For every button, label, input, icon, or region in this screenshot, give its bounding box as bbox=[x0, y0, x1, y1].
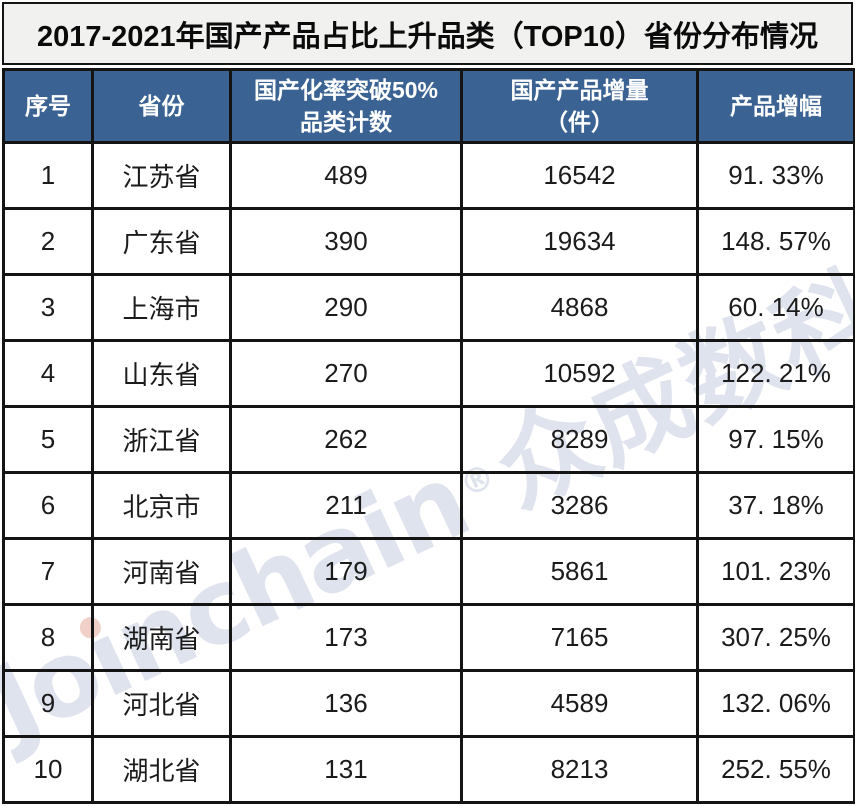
category-count-cell: 211 bbox=[229, 471, 463, 540]
header-line: （件） bbox=[545, 109, 614, 135]
table-header: 序号 省份 国产化率突破50% 品类计数 国产产品增量 （件） 产品增幅 bbox=[2, 68, 855, 144]
category-count-cell: 136 bbox=[229, 669, 463, 738]
table-row: 5 浙江省 262 8289 97. 15% bbox=[2, 405, 855, 474]
category-count-cell: 262 bbox=[229, 405, 463, 474]
province-cell: 江苏省 bbox=[91, 141, 232, 210]
increment-cell: 7165 bbox=[460, 603, 699, 672]
growth-cell: 37. 18% bbox=[696, 471, 855, 540]
table-row: 2 广东省 390 19634 148. 57% bbox=[2, 207, 855, 276]
col-header-province: 省份 bbox=[91, 68, 232, 144]
growth-cell: 91. 33% bbox=[696, 141, 855, 210]
increment-cell: 4868 bbox=[460, 273, 699, 342]
province-cell: 广东省 bbox=[91, 207, 232, 276]
category-count-cell: 173 bbox=[229, 603, 463, 672]
header-line: 国产产品增量 bbox=[510, 76, 649, 103]
growth-cell: 122. 21% bbox=[696, 339, 855, 408]
table-row: 8 湖南省 173 7165 307. 25% bbox=[2, 603, 855, 672]
increment-cell: 3286 bbox=[460, 471, 699, 540]
rank-cell: 10 bbox=[2, 735, 94, 804]
page-title: 2017-2021年国产产品占比上升品类（TOP10）省份分布情况 bbox=[2, 2, 853, 65]
category-count-cell: 390 bbox=[229, 207, 463, 276]
rank-cell: 6 bbox=[2, 471, 94, 540]
province-cell: 湖北省 bbox=[91, 735, 232, 804]
table-row: 4 山东省 270 10592 122. 21% bbox=[2, 339, 855, 408]
col-header-growth: 产品增幅 bbox=[696, 68, 855, 144]
col-header-category-count: 国产化率突破50% 品类计数 bbox=[229, 68, 463, 144]
header-line: 国产化率突破50% bbox=[253, 76, 439, 103]
province-cell: 河南省 bbox=[91, 537, 232, 606]
category-count-cell: 131 bbox=[229, 735, 463, 804]
table-row: 7 河南省 179 5861 101. 23% bbox=[2, 537, 855, 606]
increment-cell: 8289 bbox=[460, 405, 699, 474]
rank-cell: 2 bbox=[2, 207, 94, 276]
province-cell: 上海市 bbox=[91, 273, 232, 342]
rank-cell: 4 bbox=[2, 339, 94, 408]
table-body: 1 江苏省 489 16542 91. 33% 2 广东省 390 19634 148. 57% 3… bbox=[2, 141, 855, 804]
increment-cell: 4589 bbox=[460, 669, 699, 738]
growth-cell: 148. 57% bbox=[696, 207, 855, 276]
table-row: 1 江苏省 489 16542 91. 33% bbox=[2, 141, 855, 210]
header-row: 序号 省份 国产化率突破50% 品类计数 国产产品增量 （件） 产品增幅 bbox=[2, 68, 855, 144]
growth-cell: 60. 14% bbox=[696, 273, 855, 342]
category-count-cell: 179 bbox=[229, 537, 463, 606]
table-row: 3 上海市 290 4868 60. 14% bbox=[2, 273, 855, 342]
rank-cell: 5 bbox=[2, 405, 94, 474]
province-cell: 河北省 bbox=[91, 669, 232, 738]
province-cell: 湖南省 bbox=[91, 603, 232, 672]
growth-cell: 97. 15% bbox=[696, 405, 855, 474]
rank-cell: 9 bbox=[2, 669, 94, 738]
table-row: 9 河北省 136 4589 132. 06% bbox=[2, 669, 855, 738]
table-row: 6 北京市 211 3286 37. 18% bbox=[2, 471, 855, 540]
province-cell: 浙江省 bbox=[91, 405, 232, 474]
increment-cell: 5861 bbox=[460, 537, 699, 606]
header-line: 品类计数 bbox=[300, 109, 392, 135]
col-header-increment: 国产产品增量 （件） bbox=[460, 68, 699, 144]
increment-cell: 19634 bbox=[460, 207, 699, 276]
increment-cell: 8213 bbox=[460, 735, 699, 804]
province-cell: 北京市 bbox=[91, 471, 232, 540]
category-count-cell: 290 bbox=[229, 273, 463, 342]
header-line: 序号 bbox=[25, 92, 71, 119]
increment-cell: 16542 bbox=[460, 141, 699, 210]
growth-cell: 252. 55% bbox=[696, 735, 855, 804]
category-count-cell: 270 bbox=[229, 339, 463, 408]
header-line: 省份 bbox=[138, 92, 185, 119]
rank-cell: 7 bbox=[2, 537, 94, 606]
rank-cell: 8 bbox=[2, 603, 94, 672]
province-distribution-table: 序号 省份 国产化率突破50% 品类计数 国产产品增量 （件） 产品增幅 1 江苏省 489 16… bbox=[2, 68, 855, 804]
category-count-cell: 489 bbox=[229, 141, 463, 210]
growth-cell: 101. 23% bbox=[696, 537, 855, 606]
province-cell: 山东省 bbox=[91, 339, 232, 408]
increment-cell: 10592 bbox=[460, 339, 699, 408]
growth-cell: 307. 25% bbox=[696, 603, 855, 672]
table-row: 10 湖北省 131 8213 252. 55% bbox=[2, 735, 855, 804]
growth-cell: 132. 06% bbox=[696, 669, 855, 738]
rank-cell: 3 bbox=[2, 273, 94, 342]
header-line: 产品增幅 bbox=[730, 92, 822, 119]
rank-cell: 1 bbox=[2, 141, 94, 210]
col-header-index: 序号 bbox=[2, 68, 94, 144]
